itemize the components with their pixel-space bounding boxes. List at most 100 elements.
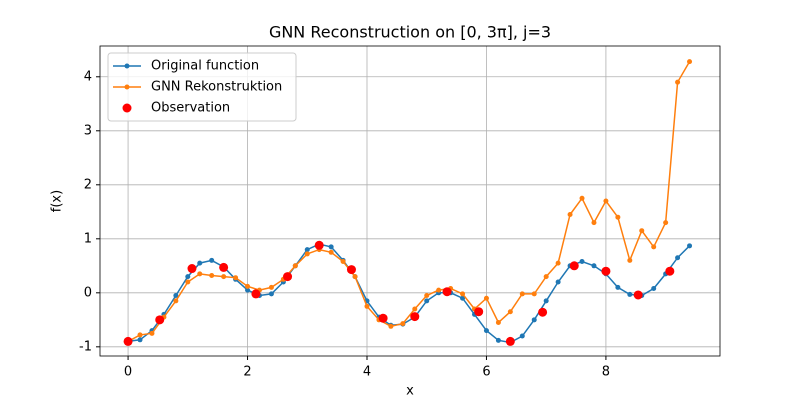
point-marker <box>268 284 274 290</box>
legend-label: Observation <box>151 101 230 116</box>
point-marker <box>352 274 358 280</box>
point-marker <box>627 257 633 263</box>
x-tick-label: 0 <box>124 365 132 380</box>
observation-point <box>219 262 229 272</box>
point-marker <box>412 306 418 312</box>
observation-point <box>442 287 452 297</box>
chart-title: GNN Reconstruction on [0, 3π], j=3 <box>269 23 551 42</box>
point-marker <box>519 291 525 297</box>
y-tick-label: 1 <box>84 231 92 246</box>
point-marker <box>615 284 621 290</box>
point-marker <box>687 59 693 65</box>
x-axis-label: x <box>406 384 414 399</box>
observation-point <box>665 266 675 276</box>
x-tick-label: 8 <box>602 365 610 380</box>
point-marker <box>173 298 179 304</box>
legend-label: Original function <box>151 59 259 74</box>
observation-point <box>538 307 548 317</box>
point-marker <box>567 212 573 218</box>
y-tick-label: 4 <box>84 69 92 84</box>
point-marker <box>627 291 633 297</box>
point-marker <box>304 247 310 253</box>
point-marker <box>245 287 251 293</box>
point-marker <box>651 285 657 291</box>
observation-point <box>378 313 388 323</box>
observation-point <box>123 336 133 346</box>
point-marker <box>424 293 430 299</box>
point-marker <box>364 303 370 309</box>
y-tick-label: -1 <box>79 339 92 354</box>
point-marker <box>579 195 585 201</box>
point-marker <box>388 323 394 329</box>
point-marker <box>436 287 442 293</box>
y-tick-label: 0 <box>84 285 92 300</box>
observation-point <box>283 272 293 282</box>
point-marker <box>639 228 645 234</box>
point-marker <box>615 214 621 220</box>
observation-point <box>346 265 356 275</box>
point-marker <box>651 244 657 250</box>
point-marker <box>328 249 334 255</box>
legend-marker <box>124 63 130 69</box>
point-marker <box>245 283 251 289</box>
y-tick-label: 3 <box>84 123 92 138</box>
point-marker <box>495 320 501 326</box>
point-marker <box>292 263 298 269</box>
x-tick-label: 4 <box>363 365 371 380</box>
point-marker <box>460 291 466 297</box>
plot-frame <box>99 45 721 357</box>
point-marker <box>495 337 501 343</box>
observation-point <box>187 264 197 274</box>
point-marker <box>519 333 525 339</box>
point-marker <box>304 251 310 257</box>
point-marker <box>137 337 143 343</box>
point-marker <box>675 255 681 261</box>
point-marker <box>531 317 537 323</box>
point-marker <box>460 295 466 301</box>
point-marker <box>340 258 346 264</box>
point-marker <box>197 260 203 266</box>
point-marker <box>555 279 561 285</box>
point-marker <box>675 79 681 85</box>
y-axis-label: f(x) <box>50 190 65 212</box>
legend-box <box>107 52 297 122</box>
point-marker <box>185 274 191 280</box>
point-marker <box>543 274 549 280</box>
point-marker <box>483 295 489 301</box>
point-marker <box>543 298 549 304</box>
point-marker <box>579 258 585 264</box>
observation-point <box>314 240 324 250</box>
point-marker <box>400 321 406 327</box>
point-marker <box>424 298 430 304</box>
point-marker <box>268 291 274 297</box>
point-marker <box>507 309 513 315</box>
y-tick-label: 2 <box>84 177 92 192</box>
point-marker <box>687 243 693 249</box>
point-marker <box>221 274 227 280</box>
point-marker <box>483 328 489 334</box>
point-marker <box>149 330 155 336</box>
point-marker <box>591 263 597 269</box>
legend-marker <box>124 84 130 90</box>
observation-point <box>410 312 420 322</box>
observation-point <box>633 290 643 300</box>
x-tick-label: 6 <box>482 365 490 380</box>
observation-point <box>474 307 484 317</box>
point-marker <box>555 260 561 266</box>
legend-label: GNN Rekonstruktion <box>151 80 282 95</box>
observation-point <box>251 289 261 299</box>
legend-marker <box>122 103 132 113</box>
x-tick-label: 2 <box>243 365 251 380</box>
point-marker <box>603 198 609 204</box>
point-marker <box>209 273 215 279</box>
observation-point <box>155 315 165 325</box>
point-marker <box>197 271 203 277</box>
point-marker <box>531 291 537 297</box>
point-marker <box>663 220 669 226</box>
observation-point <box>505 336 515 346</box>
point-marker <box>591 220 597 226</box>
point-marker <box>173 293 179 299</box>
observation-point <box>569 261 579 271</box>
point-marker <box>137 332 143 338</box>
